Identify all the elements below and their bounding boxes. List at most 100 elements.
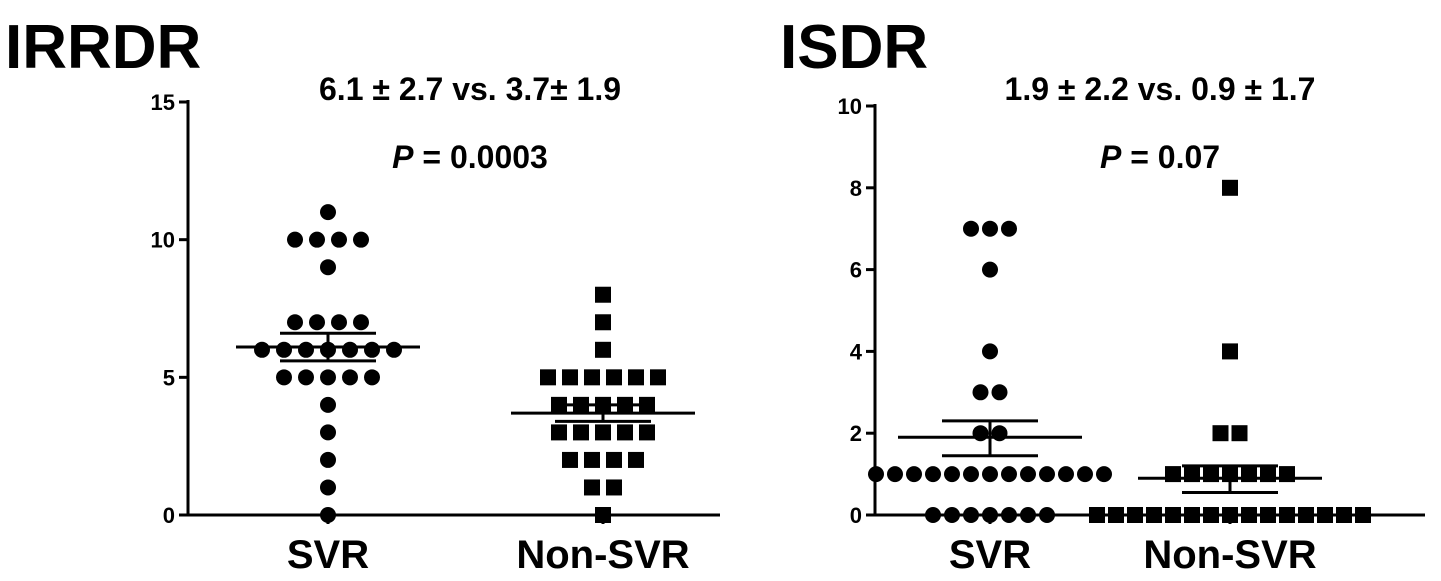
data-point-svr [906, 466, 922, 483]
data-point-svr [353, 314, 369, 331]
data-point-svr [298, 341, 314, 358]
data-point-non-svr [617, 424, 633, 441]
data-point-non-svr [1241, 466, 1257, 483]
data-point-svr [320, 507, 336, 523]
data-point-svr [320, 424, 336, 441]
data-point-svr [944, 507, 960, 523]
data-point-svr [1001, 507, 1017, 523]
data-point-svr [1020, 507, 1036, 523]
data-point-non-svr [1127, 507, 1143, 523]
data-point-svr [320, 451, 336, 468]
y-tick-label: 5 [163, 365, 175, 390]
x-tick-label: SVR [287, 533, 369, 577]
data-point-svr [1039, 466, 1055, 483]
data-point-non-svr [1260, 507, 1276, 523]
chart-title: ISDR [780, 13, 928, 82]
data-point-svr [386, 341, 402, 358]
data-point-svr [287, 314, 303, 331]
data-point-svr [1058, 466, 1074, 483]
data-point-non-svr [1184, 507, 1200, 523]
data-point-non-svr [1203, 466, 1219, 483]
data-point-non-svr [1212, 425, 1229, 442]
data-point-svr [320, 479, 336, 496]
y-tick-label: 4 [850, 339, 863, 364]
data-point-non-svr [1222, 343, 1238, 360]
data-point-non-svr [606, 479, 622, 496]
x-tick-label: Non-SVR [516, 533, 689, 577]
data-point-svr [944, 466, 960, 483]
data-point-svr [1077, 466, 1093, 483]
data-point-non-svr [1241, 507, 1257, 523]
data-point-svr [972, 425, 989, 442]
data-point-svr [1001, 466, 1017, 483]
x-tick-label: SVR [949, 533, 1031, 577]
annotation-means: 1.9 ± 2.2 vs. 0.9 ± 1.7 [1005, 71, 1316, 107]
data-point-non-svr [1298, 507, 1314, 523]
data-point-svr [982, 261, 998, 278]
y-tick-label: 15 [151, 90, 175, 115]
data-point-non-svr [606, 369, 622, 386]
data-point-non-svr [595, 314, 611, 331]
data-point-non-svr [1089, 507, 1105, 523]
data-point-non-svr [1165, 466, 1181, 483]
data-point-svr [320, 204, 336, 221]
y-tick-label: 8 [850, 176, 862, 201]
data-point-non-svr [584, 479, 600, 496]
data-point-svr [868, 466, 884, 483]
data-point-non-svr [1336, 507, 1352, 523]
data-point-svr [342, 341, 358, 358]
data-point-non-svr [1203, 507, 1219, 523]
data-point-svr [982, 507, 998, 523]
data-point-non-svr [595, 286, 611, 303]
data-point-svr [972, 384, 989, 401]
data-point-svr [276, 341, 292, 358]
chart-panel-irrdr: IRRDR 6.1 ± 2.7 vs. 3.7± 1.9 P = 0.0003 0 5 1… [5, 13, 720, 577]
data-point-non-svr [1222, 179, 1238, 196]
data-point-svr [276, 369, 292, 386]
data-point-svr [1001, 220, 1017, 237]
data-point-non-svr [584, 369, 600, 386]
data-point-svr [982, 220, 998, 237]
data-point-non-svr [584, 451, 600, 468]
data-point-svr [320, 369, 336, 386]
data-point-non-svr [639, 424, 655, 441]
data-point-svr [963, 220, 979, 237]
y-tick-label: 0 [163, 503, 175, 528]
annotation-means: 6.1 ± 2.7 vs. 3.7± 1.9 [319, 71, 621, 107]
data-point-svr [342, 369, 358, 386]
data-point-non-svr [551, 424, 567, 441]
data-point-svr [963, 507, 979, 523]
data-point-non-svr [628, 451, 644, 468]
annotation-p-value: P = 0.0003 [392, 139, 548, 175]
data-point-non-svr [1260, 466, 1276, 483]
data-point-svr [254, 341, 270, 358]
data-point-svr [331, 314, 347, 331]
data-point-non-svr [595, 424, 611, 441]
data-point-non-svr [562, 451, 578, 468]
y-tick-label: 0 [850, 503, 862, 528]
data-point-non-svr [540, 369, 556, 386]
data-point-non-svr [650, 369, 666, 386]
chart-panel-isdr: ISDR 1.9 ± 2.2 vs. 0.9 ± 1.7 P = 0.07 0 2 4 6 8… [780, 13, 1425, 577]
chart-title: IRRDR [5, 13, 201, 82]
data-point-non-svr [595, 341, 611, 358]
data-point-svr [963, 466, 979, 483]
data-point-non-svr [1317, 507, 1333, 523]
data-point-non-svr [1231, 425, 1248, 442]
data-point-non-svr [606, 451, 622, 468]
data-point-non-svr [1279, 466, 1295, 483]
data-point-non-svr [628, 369, 644, 386]
data-point-svr [887, 466, 903, 483]
data-point-svr [298, 369, 314, 386]
data-point-svr [982, 343, 998, 360]
data-point-non-svr [595, 507, 611, 523]
data-point-svr [364, 341, 380, 358]
data-point-non-svr [1108, 507, 1124, 523]
y-tick-label: 6 [850, 258, 862, 283]
data-point-svr [991, 425, 1008, 442]
data-point-non-svr [1355, 507, 1371, 523]
data-point-svr [982, 466, 998, 483]
data-point-svr [320, 259, 336, 276]
data-point-svr [353, 231, 369, 248]
